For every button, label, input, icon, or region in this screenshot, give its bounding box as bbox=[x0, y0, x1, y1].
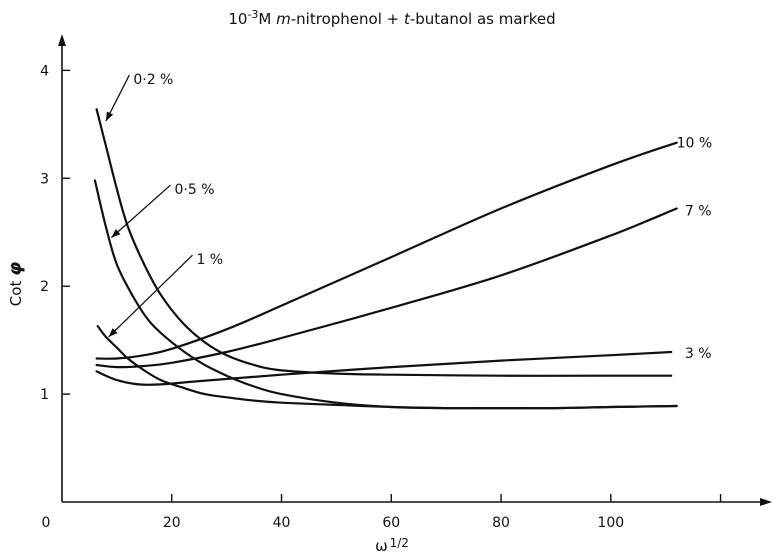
curve-10-percent bbox=[95, 141, 678, 360]
curve-label: 7 % bbox=[685, 204, 712, 220]
curves bbox=[93, 108, 678, 410]
curve-labels: 0·2 % 0·5 % 1 % 10 % 7 % 3 % bbox=[105, 72, 713, 362]
x-tick-label: 20 bbox=[163, 515, 181, 531]
curve-label: 1 % bbox=[196, 252, 223, 268]
label-leader-arrow bbox=[105, 111, 114, 122]
y-tick-label: 3 bbox=[40, 171, 49, 187]
x-tick-label: 60 bbox=[382, 515, 400, 531]
title-text: 10-3M m-nitrophenol + t-butanol as marke… bbox=[228, 8, 555, 28]
curve-label: 0·2 % bbox=[133, 72, 173, 88]
curve-label: 3 % bbox=[685, 346, 712, 362]
ticks: 0 20 40 60 80 100 1 2 3 4 bbox=[40, 63, 722, 531]
label-leader-arrow bbox=[111, 229, 121, 238]
x-tick-label: 40 bbox=[273, 515, 291, 531]
x-tick-label: 80 bbox=[492, 515, 510, 531]
y-axis-label: Cot φ bbox=[5, 262, 26, 306]
axes bbox=[58, 34, 772, 506]
curve-3-percent bbox=[95, 350, 673, 386]
y-tick-label: 1 bbox=[40, 387, 49, 403]
axis-labels: ω 1/2 Cot φ bbox=[5, 262, 409, 555]
curve-label: 0·5 % bbox=[175, 182, 215, 198]
y-axis-arrow bbox=[58, 34, 66, 46]
x-axis-arrow bbox=[760, 498, 772, 506]
label-leader-line bbox=[108, 254, 193, 338]
label-leader-arrow bbox=[108, 328, 118, 337]
y-tick-label: 2 bbox=[40, 279, 49, 295]
x-tick-label: 100 bbox=[597, 515, 624, 531]
label-leader-line bbox=[110, 184, 171, 239]
curve-7-percent bbox=[95, 207, 678, 369]
x-tick-label: 0 bbox=[42, 515, 51, 531]
chart-title: 10-3M m-nitrophenol + t-butanol as marke… bbox=[228, 8, 555, 28]
curve-0-2-percent bbox=[95, 108, 673, 377]
y-tick-label: 4 bbox=[40, 63, 49, 79]
x-axis-label: ω 1/2 bbox=[375, 536, 409, 555]
curve-label: 10 % bbox=[677, 136, 713, 152]
